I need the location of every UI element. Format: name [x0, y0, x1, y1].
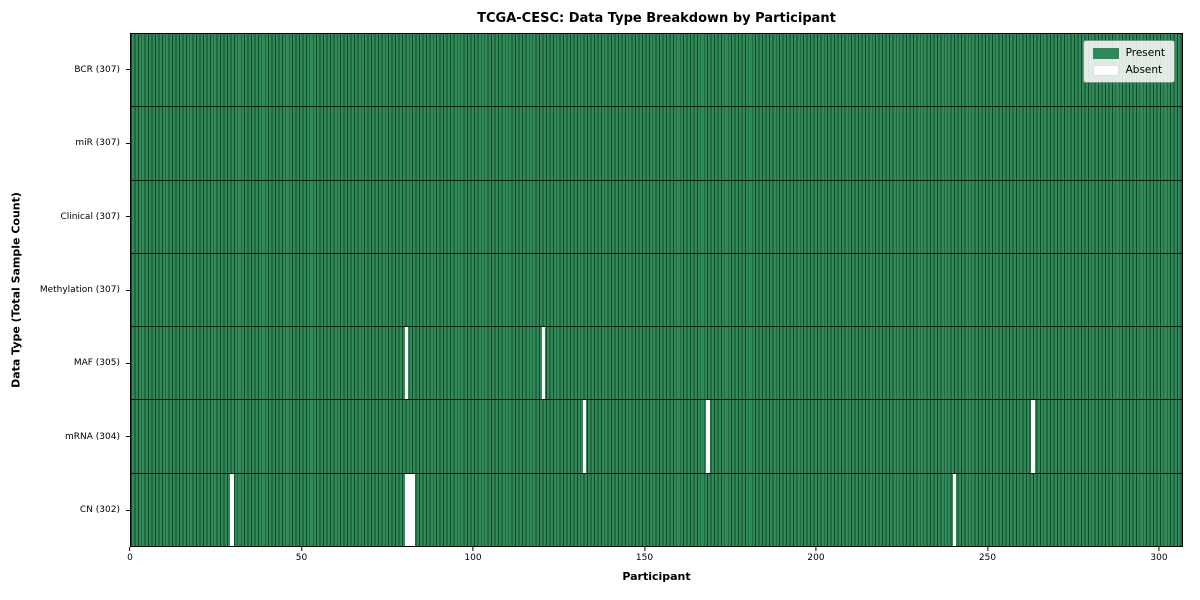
x-axis-label: Participant — [622, 570, 691, 583]
x-tick-label: 150 — [635, 553, 654, 563]
heatmap-row-methylation — [131, 253, 1182, 328]
y-tick-label: Methylation (307) — [39, 285, 120, 295]
y-tick-label: mRNA (304) — [65, 431, 120, 442]
y-tick-mir: miR (307) — [75, 138, 130, 148]
y-tick-mark — [126, 509, 130, 511]
absent-cell — [411, 473, 416, 546]
absent-cell — [541, 327, 546, 400]
y-tick-mark — [126, 216, 130, 218]
legend-swatch-present-icon — [1092, 47, 1119, 59]
absent-cell — [706, 400, 710, 473]
legend-label-absent: Absent — [1125, 64, 1163, 76]
legend-item-present: Present — [1092, 47, 1165, 59]
y-tick-mark — [126, 142, 130, 144]
x-tick-mark — [1158, 547, 1160, 551]
y-tick-cn: CN (302) — [80, 505, 130, 515]
x-tick-mark — [472, 547, 474, 551]
y-tick-mark — [126, 69, 130, 71]
y-tick-mark — [126, 362, 130, 364]
x-tick-250: 250 — [979, 547, 996, 563]
x-tick-200: 200 — [807, 547, 825, 563]
absent-cell — [1031, 400, 1035, 473]
legend-label-present: Present — [1125, 47, 1165, 59]
chart-title: TCGA-CESC: Data Type Breakdown by Partic… — [477, 11, 836, 26]
x-tick-mark — [129, 547, 131, 551]
x-tick-label: 50 — [295, 553, 308, 563]
absent-cell — [408, 473, 412, 546]
plot-area: Present Absent — [130, 33, 1183, 547]
absent-cell — [404, 327, 409, 400]
legend-item-absent: Absent — [1092, 64, 1165, 76]
x-tick-label: 200 — [807, 553, 825, 563]
heatmap-row-mrna — [131, 400, 1182, 474]
heatmap-rows — [131, 34, 1182, 546]
absent-cell — [952, 473, 957, 546]
x-tick-label: 300 — [1150, 553, 1168, 563]
y-tick-label: miR (307) — [75, 138, 120, 149]
y-tick-label: Clinical (307) — [60, 211, 120, 222]
heatmap-row-cn — [131, 473, 1182, 546]
x-axis: 0 50 100 150 200 250 300 — [127, 547, 1183, 567]
y-tick-label: BCR (307) — [74, 64, 120, 75]
legend: Present Absent — [1082, 40, 1175, 83]
absent-cell — [582, 400, 587, 473]
y-tick-label: CN (302) — [79, 505, 120, 516]
x-tick-mark — [300, 547, 302, 551]
y-tick-label: MAF (305) — [73, 358, 120, 369]
absent-cell — [230, 473, 234, 546]
x-tick-label: 100 — [464, 553, 482, 563]
x-tick-50: 50 — [296, 547, 307, 563]
x-tick-mark — [815, 547, 817, 551]
x-tick-mark — [986, 547, 988, 551]
heatmap-row-bcr — [131, 34, 1182, 108]
y-tick-bcr: BCR (307) — [74, 65, 130, 75]
heatmap-row-clinical — [131, 180, 1182, 254]
y-tick-mark — [126, 289, 130, 291]
legend-swatch-absent-icon — [1092, 64, 1119, 76]
y-tick-methylation: Methylation (307) — [40, 285, 130, 295]
heatmap-row-mir — [131, 107, 1182, 181]
x-tick-0: 0 — [127, 547, 133, 563]
x-tick-mark — [643, 547, 645, 551]
y-tick-maf: MAF (305) — [74, 358, 130, 368]
x-tick-100: 100 — [464, 547, 482, 563]
y-axis: BCR (307) miR (307) Clinical (307) Methylat… — [0, 33, 130, 547]
x-tick-label: 0 — [127, 553, 133, 563]
x-tick-label: 250 — [978, 553, 997, 563]
absent-cell — [404, 473, 409, 546]
x-tick-150: 150 — [636, 547, 653, 563]
y-tick-mark — [126, 436, 130, 438]
y-tick-mrna: mRNA (304) — [65, 432, 130, 442]
y-tick-clinical: Clinical (307) — [60, 212, 130, 222]
x-tick-300: 300 — [1150, 547, 1168, 563]
heatmap-row-maf — [131, 327, 1182, 401]
